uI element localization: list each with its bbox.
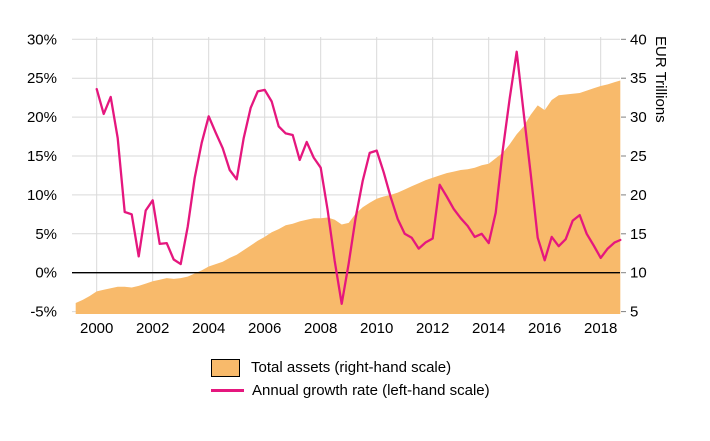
x-axis-tick-label: 2010 [360,320,393,337]
right-axis-tick-label: 35 [630,70,647,87]
x-axis-tick-label: 2014 [472,320,505,337]
right-axis-tick-label: 40 [630,31,647,48]
legend-swatch-total-assets [211,358,240,377]
right-axis-tick-label: 25 [630,148,647,165]
legend: Total assets (right-hand scale) Annual g… [211,358,490,400]
left-axis-tick-label: 20% [27,109,57,126]
total-assets-area [75,80,621,314]
right-axis-tick-label: 30 [630,109,647,126]
legend-item-growth-rate: Annual growth rate (left-hand scale) [211,381,490,400]
axis-labels: 30% 25% 20% 15% 10% 5% 0% -5% 40 35 30 25 20 15 10 5 200… [27,31,647,337]
x-axis-tick-label: 2008 [304,320,337,337]
right-axis-tick-label: 5 [630,304,638,321]
growth-rate-line-path [95,50,622,305]
left-axis-tick-label: 25% [27,70,57,87]
x-axis-tick-label: 2018 [584,320,617,337]
left-axis-tick-label: 5% [35,226,57,243]
x-axis-tick-label: 2016 [528,320,561,337]
left-axis-tick-label: 0% [35,265,57,282]
right-axis-tick-label: 20 [630,187,647,204]
x-axis-tick-label: 2012 [416,320,449,337]
x-axis-tick-label: 2000 [80,320,113,337]
right-axis-title: EUR Trillions [652,36,669,123]
legend-label-total-assets: Total assets (right-hand scale) [251,359,452,376]
axis-ticks [621,38,626,313]
growth-rate-line [95,50,622,305]
x-axis-tick-label: 2002 [136,320,169,337]
left-axis-tick-label: 10% [27,187,57,204]
right-axis-tick-label: 10 [630,265,647,282]
legend-label-growth-rate: Annual growth rate (left-hand scale) [252,382,490,399]
left-axis-tick-label: 30% [27,31,57,48]
legend-swatch-growth-rate [211,389,244,392]
total-assets-area-path [75,80,621,314]
left-axis-tick-label: -5% [30,304,57,321]
x-axis-tick-label: 2004 [192,320,225,337]
x-axis-tick-label: 2006 [248,320,281,337]
left-axis-tick-label: 15% [27,148,57,165]
right-axis-tick-label: 15 [630,226,647,243]
legend-item-total-assets: Total assets (right-hand scale) [211,358,490,377]
